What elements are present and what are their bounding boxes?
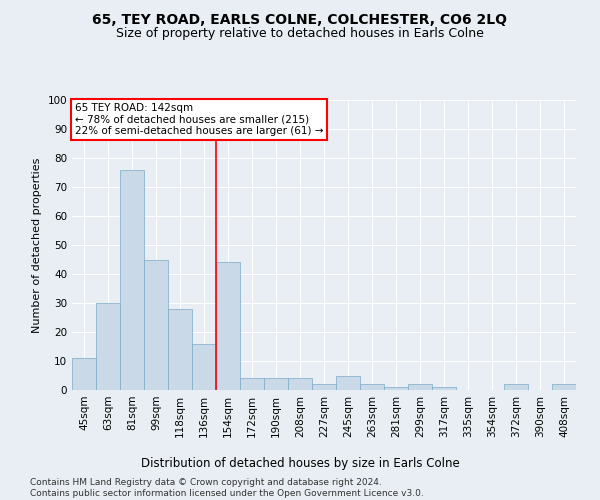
Bar [360,384,384,390]
Bar [288,378,312,390]
Bar [312,384,336,390]
Bar [384,387,408,390]
Text: Size of property relative to detached houses in Earls Colne: Size of property relative to detached ho… [116,28,484,40]
Bar [264,378,288,390]
Bar [432,387,456,390]
Bar [72,358,96,390]
Bar [144,260,168,390]
Bar [96,303,120,390]
Text: 65, TEY ROAD, EARLS COLNE, COLCHESTER, CO6 2LQ: 65, TEY ROAD, EARLS COLNE, COLCHESTER, C… [92,12,508,26]
Bar [552,384,576,390]
Bar [408,384,432,390]
Text: Contains HM Land Registry data © Crown copyright and database right 2024.
Contai: Contains HM Land Registry data © Crown c… [30,478,424,498]
Bar [192,344,216,390]
Text: Distribution of detached houses by size in Earls Colne: Distribution of detached houses by size … [140,458,460,470]
Bar [216,262,240,390]
Bar [504,384,528,390]
Y-axis label: Number of detached properties: Number of detached properties [32,158,42,332]
Bar [120,170,144,390]
Bar [240,378,264,390]
Bar [168,309,192,390]
Bar [336,376,360,390]
Text: 65 TEY ROAD: 142sqm
← 78% of detached houses are smaller (215)
22% of semi-detac: 65 TEY ROAD: 142sqm ← 78% of detached ho… [74,103,323,136]
